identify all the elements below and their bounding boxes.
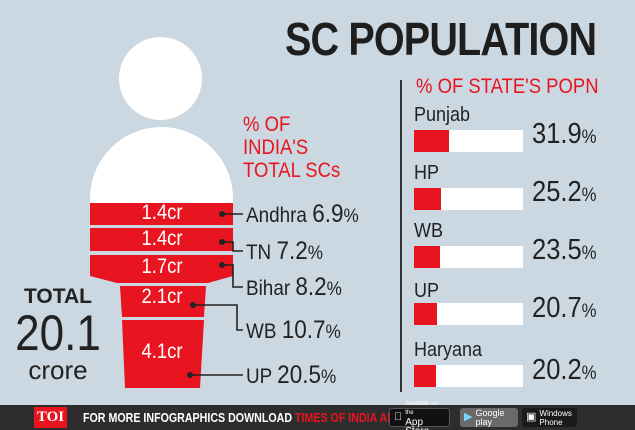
- segment-bihar: [90, 255, 233, 283]
- state-bar: [414, 188, 523, 210]
- state-bar: [414, 365, 523, 387]
- segment-andhra: [90, 203, 233, 225]
- state-pct: 20.2%: [532, 354, 597, 386]
- state-bar: [414, 130, 523, 152]
- state-pct: 25.2%: [532, 176, 597, 208]
- callout-andhra: Andhra 6.9%: [246, 200, 359, 228]
- state-name: Punjab: [414, 104, 471, 126]
- state-pct: 23.5%: [532, 234, 597, 266]
- state-pct: 31.9%: [532, 118, 597, 150]
- state-name: UP: [414, 280, 440, 302]
- panel-divider: [400, 80, 402, 392]
- segment-wb: [120, 286, 206, 317]
- google-play-badge[interactable]: ▶ Google play: [460, 408, 518, 427]
- state-pct: 20.7%: [532, 292, 597, 324]
- segment-value: 2.1cr: [141, 285, 183, 308]
- india-share-heading: % OF INDIA'S TOTAL SCs: [243, 113, 341, 182]
- footer-bar: TOI FOR MORE INFOGRAPHICS DOWNLOAD TIMES…: [0, 401, 635, 430]
- toi-logo[interactable]: TOI: [34, 407, 67, 428]
- callout-tn: TN 7.2%: [246, 237, 323, 265]
- segment-tn: [90, 228, 233, 251]
- state-bar: [414, 246, 523, 268]
- callout-wb: WB 10.7%: [246, 316, 341, 344]
- segment-value: 4.1cr: [141, 340, 183, 363]
- page-title: SC POPULATION: [285, 13, 597, 65]
- state-bar: [414, 303, 523, 325]
- total-unit: crore: [28, 355, 88, 385]
- state-name: HP: [414, 162, 440, 184]
- funnel-chart: [90, 203, 243, 388]
- callout-up: UP 20.5%: [246, 361, 337, 389]
- total-block: TOTAL 20.1 crore: [8, 285, 108, 383]
- person-head-icon: [119, 37, 202, 120]
- state-name: Haryana: [414, 339, 483, 361]
- play-icon: ▶: [464, 411, 473, 423]
- segment-up: [122, 320, 204, 388]
- total-label: TOTAL: [23, 285, 93, 308]
- state-share-heading: % OF STATE'S POPN: [416, 75, 599, 98]
- segment-value: 1.4cr: [141, 227, 183, 250]
- callout-bihar: Bihar 8.2%: [246, 273, 342, 301]
- windows-phone-badge[interactable]: ▣ Windows Phone: [522, 408, 577, 427]
- footer-promo-text: FOR MORE INFOGRAPHICS DOWNLOAD TIMES OF …: [83, 410, 402, 425]
- apple-icon: : [394, 412, 402, 423]
- state-name: WB: [414, 220, 443, 242]
- total-value: 20.1: [15, 305, 101, 361]
- windows-icon: ▣: [526, 411, 537, 423]
- segment-value: 1.4cr: [141, 201, 183, 224]
- segment-value: 1.7cr: [141, 255, 183, 278]
